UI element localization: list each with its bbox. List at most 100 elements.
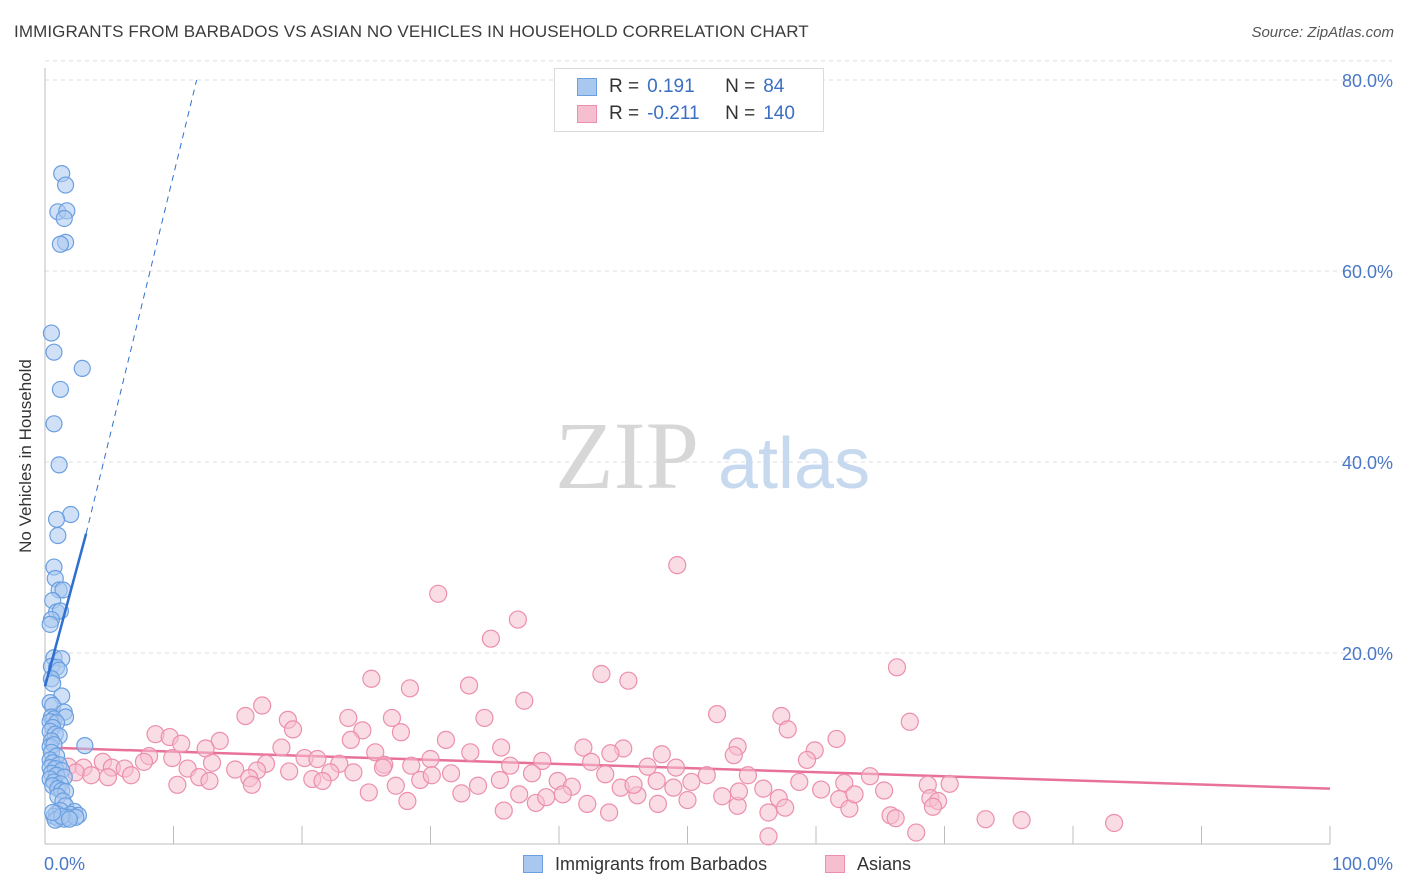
asians-point <box>236 706 255 726</box>
asians-point <box>421 749 440 769</box>
x-tick-label: 0.0% <box>44 854 85 874</box>
barbados-point <box>55 209 73 228</box>
asians-point <box>797 750 817 770</box>
asians-point <box>1012 811 1031 830</box>
barbados-point <box>73 359 91 378</box>
asians-point <box>402 756 421 775</box>
y-tick-label: 20.0% <box>1342 644 1393 664</box>
asians-point <box>272 738 291 757</box>
asians-point <box>835 773 854 792</box>
asians-points <box>59 556 1124 846</box>
asians-trend-layer <box>44 746 1331 790</box>
barbados-point <box>44 803 62 822</box>
asians-point <box>754 779 773 798</box>
legend-n-label: N = <box>725 103 756 124</box>
barbados-point <box>50 456 68 474</box>
asians-point <box>226 760 245 779</box>
asians-point <box>713 787 732 806</box>
watermark-atlas: atlas <box>718 424 870 504</box>
asians-point <box>860 767 880 786</box>
asians-point <box>592 664 611 684</box>
y-tick-label: 40.0% <box>1342 453 1393 473</box>
asians-point <box>682 772 701 792</box>
pink-swatch <box>825 855 845 873</box>
correlation-legend: R = 0.191 N = 84 R = -0.211 N = 140 <box>554 68 824 132</box>
barbados-point <box>42 324 61 342</box>
asians-point <box>283 720 303 739</box>
bottom-legend-barbados: Immigrants from Barbados <box>523 852 767 876</box>
asians-point <box>82 766 101 785</box>
asians-point <box>582 752 601 771</box>
asians-point <box>776 798 795 817</box>
y-tick-label: 60.0% <box>1342 262 1393 282</box>
asians-point <box>638 757 657 776</box>
asians-point <box>666 758 686 777</box>
barbados-point <box>41 615 59 633</box>
asians-point <box>812 780 831 799</box>
asians-point <box>242 775 261 794</box>
pink-swatch <box>577 105 597 123</box>
legend-r-label: R = <box>609 103 640 124</box>
asians-point <box>339 708 358 728</box>
asians-point <box>624 775 643 794</box>
asians-point <box>441 764 461 783</box>
asians-point <box>790 772 809 792</box>
asians-point <box>362 669 381 688</box>
asians-point <box>724 746 743 765</box>
asians-point <box>619 671 638 690</box>
asians-point <box>134 752 154 771</box>
asians-point <box>1105 813 1124 833</box>
asians-point <box>845 785 864 804</box>
legend-n-label: N = <box>725 76 756 97</box>
asians-point <box>210 731 229 750</box>
asians-point <box>515 691 534 710</box>
asians-trend-line <box>44 746 1331 790</box>
series-label-barbados: Immigrants from Barbados <box>555 853 768 874</box>
tick-labels: 20.0% 40.0% 60.0% 80.0% 0.0% 100.0% <box>44 71 1393 874</box>
asians-point <box>574 738 593 757</box>
asians-point <box>900 712 919 731</box>
asians-point <box>359 783 378 802</box>
asians-point <box>510 785 529 804</box>
asians-point <box>481 629 500 648</box>
legend-r-value: -0.211 <box>647 103 700 124</box>
asians-point <box>398 791 417 811</box>
watermark: ZIP atlas <box>555 402 870 509</box>
asians-point <box>475 708 494 728</box>
asians-point <box>200 771 219 791</box>
asians-point <box>875 781 894 800</box>
asians-point <box>461 743 480 762</box>
asians-point <box>382 708 402 728</box>
barbados-point <box>51 235 70 253</box>
asians-point <box>492 738 511 757</box>
asians-point <box>121 766 141 785</box>
asians-point <box>537 788 556 807</box>
asians-point <box>707 705 727 724</box>
y-tick-label: 80.0% <box>1342 71 1393 91</box>
asians-point <box>494 801 513 820</box>
asians-point <box>313 771 332 791</box>
asians-point <box>778 720 797 739</box>
legend-row-barbados: R = 0.191 N = 84 <box>577 75 784 99</box>
asians-point <box>308 749 327 769</box>
asians-point <box>697 766 716 785</box>
legend-r-value: 0.191 <box>647 76 695 97</box>
asians-point <box>468 776 488 795</box>
asians-point <box>163 748 182 768</box>
asians-point <box>391 723 411 742</box>
asians-point <box>907 823 926 842</box>
barbados-trend-layer <box>43 79 198 687</box>
barbados-point <box>56 176 75 194</box>
blue-swatch <box>577 78 597 96</box>
grid-lines <box>45 60 1392 654</box>
asians-point <box>729 782 749 801</box>
asians-point <box>976 810 995 829</box>
asians-point <box>168 775 187 794</box>
barbados-point <box>51 380 70 399</box>
asians-point <box>886 809 905 828</box>
asians-point <box>940 774 959 793</box>
barbados-point <box>49 526 67 545</box>
asians-point <box>601 744 620 763</box>
asians-point <box>738 766 757 785</box>
watermark-zip: ZIP <box>555 402 699 509</box>
